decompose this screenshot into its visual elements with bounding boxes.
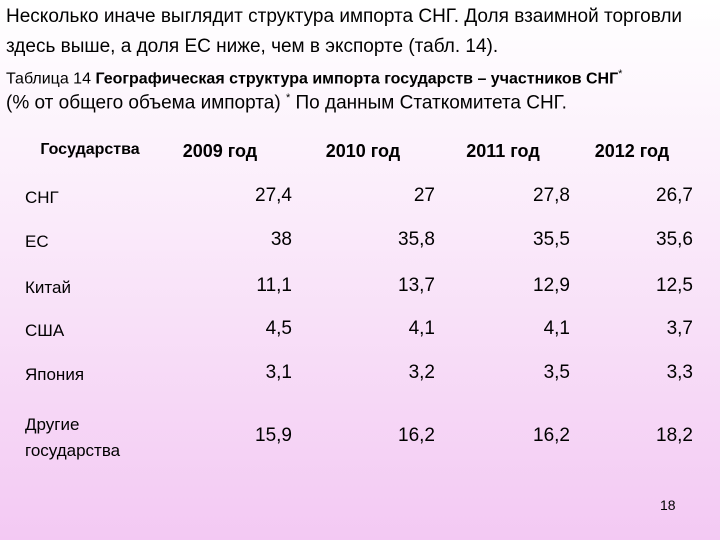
footnote-mark: * — [618, 68, 623, 80]
caption-source: По данным Статкомитета СНГ. — [295, 92, 567, 114]
caption-number: Таблица 14 — [6, 70, 91, 88]
column-header: 2012 год — [594, 141, 670, 161]
table-value: 35,6 — [656, 229, 693, 250]
row-label: ЕС — [25, 232, 49, 251]
table-value: 27,8 — [533, 185, 570, 206]
table-value: 16,2 — [533, 425, 570, 446]
page-number: 18 — [660, 497, 676, 513]
row-label: Другие государства — [25, 415, 121, 460]
table-value: 3,2 — [408, 362, 435, 383]
column-header: 2010 год — [325, 141, 401, 161]
row-label: Китай — [25, 278, 71, 297]
table-value: 13,7 — [398, 275, 435, 296]
caption-unit: (% от общего объема импорта) — [6, 92, 281, 114]
table-value: 4,1 — [408, 318, 435, 339]
table-value: 11,1 — [256, 275, 292, 296]
table-value: 15,9 — [255, 425, 292, 446]
table-value: 3,1 — [265, 362, 292, 383]
table-value: 27,4 — [255, 185, 292, 206]
column-header: 2009 год — [182, 141, 258, 161]
table-value: 35,8 — [398, 229, 435, 250]
caption-line: Таблица 14 Географическая структура импо… — [6, 68, 622, 88]
caption-title: Географическая структура импорта государ… — [95, 70, 619, 88]
paragraph-line: здесь выше, а доля ЕС ниже, чем в экспор… — [6, 36, 499, 57]
column-header: Государства — [40, 141, 140, 158]
table-value: 3,7 — [666, 318, 693, 339]
table-value: 4,5 — [265, 318, 292, 339]
table-value: 27 — [413, 185, 435, 206]
caption-line: (% от общего объема импорта) * По данным… — [6, 92, 567, 114]
row-label: Япония — [25, 365, 85, 384]
footnote-mark: * — [285, 92, 291, 104]
table-value: 38 — [270, 229, 292, 250]
table-value: 4,1 — [543, 318, 570, 339]
table-value: 3,5 — [543, 362, 570, 383]
table-value: 12,5 — [656, 275, 693, 296]
paragraph-line: Несколько иначе выглядит структура импор… — [6, 6, 683, 27]
table-value: 16,2 — [398, 425, 435, 446]
table-value: 18,2 — [656, 425, 693, 446]
row-label: СНГ — [25, 188, 59, 207]
table-value: 3,3 — [666, 362, 693, 383]
row-label: США — [25, 321, 65, 340]
column-header: 2011 год — [466, 141, 540, 161]
table-value: 12,9 — [533, 275, 570, 296]
table-value: 35,5 — [533, 229, 570, 250]
table-value: 26,7 — [656, 185, 693, 206]
